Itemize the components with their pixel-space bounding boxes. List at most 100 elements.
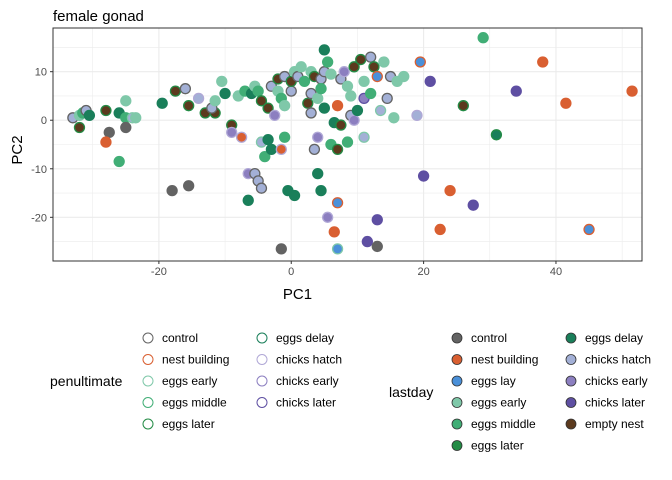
chart-title: female gonad: [53, 8, 144, 25]
legend-title: lastday: [389, 384, 433, 400]
data-point: [358, 75, 370, 88]
data-point: [166, 184, 178, 197]
data-point: [179, 83, 192, 95]
legend-key: [451, 440, 463, 451]
data-point: [358, 131, 370, 143]
data-point: [467, 199, 479, 211]
data-point: [381, 92, 393, 105]
y-tick-label: -10: [31, 164, 47, 176]
legend-label: eggs later: [162, 417, 215, 431]
data-point: [365, 87, 377, 100]
data-point: [411, 109, 423, 122]
data-point: [285, 85, 297, 97]
data-point: [100, 136, 112, 148]
x-tick-label: 40: [550, 266, 562, 278]
legend-title: penultimate: [50, 373, 123, 389]
x-tick-label: 0: [288, 266, 294, 278]
legend-key: [565, 332, 577, 344]
legend-label: chicks later: [276, 396, 336, 410]
legend-label: nest building: [162, 353, 229, 367]
legend-key: [142, 375, 154, 387]
data-point: [265, 143, 278, 156]
data-point: [537, 56, 549, 68]
data-point: [321, 211, 334, 223]
data-point: [242, 194, 254, 206]
data-point: [626, 85, 638, 97]
data-point: [308, 143, 321, 156]
legend-label: chicks later: [585, 396, 645, 410]
data-point: [477, 32, 489, 44]
data-point: [331, 143, 344, 156]
data-point: [321, 56, 334, 68]
data-point: [252, 85, 264, 97]
data-point: [318, 102, 330, 114]
data-point: [328, 226, 340, 238]
data-point: [371, 70, 383, 83]
legend-label: eggs early: [471, 396, 526, 410]
data-point: [73, 121, 86, 134]
data-point: [348, 114, 360, 126]
data-point: [318, 44, 330, 56]
legend-label: control: [471, 331, 507, 345]
legend-label: control: [162, 331, 198, 345]
legend-key: [256, 375, 268, 387]
legend-key: [565, 375, 577, 387]
data-point: [388, 112, 400, 124]
data-point: [355, 53, 367, 66]
legend-key: [565, 418, 577, 430]
data-point: [583, 223, 595, 236]
data-point: [444, 184, 456, 197]
data-point: [434, 223, 446, 236]
data-point: [183, 100, 195, 112]
data-point: [312, 167, 324, 180]
legend-key: [451, 418, 463, 430]
data-point: [262, 133, 274, 146]
legend-key: [451, 375, 463, 387]
data-point: [325, 68, 337, 80]
data-point: [100, 104, 112, 117]
data-point: [226, 126, 238, 139]
data-point: [235, 131, 248, 143]
data-point: [331, 243, 344, 255]
data-point: [312, 131, 324, 143]
legend-lastday: lastday control nest building eggs lay eggs …: [389, 331, 651, 453]
axis-ticks: -20 0 20 40 -20 -10 0 10: [31, 67, 562, 278]
data-point: [278, 131, 291, 143]
data-point: [315, 83, 327, 95]
data-point: [113, 155, 125, 168]
data-point: [331, 100, 344, 112]
x-tick-label: -20: [151, 266, 167, 278]
data-point: [338, 66, 350, 78]
data-point: [269, 109, 281, 122]
legend-key: [142, 354, 154, 365]
data-point: [490, 129, 503, 141]
data-point: [183, 180, 195, 192]
y-tick-label: 0: [41, 115, 47, 127]
data-point: [120, 95, 132, 107]
data-point: [103, 126, 115, 139]
data-point: [275, 243, 287, 255]
data-point: [368, 61, 380, 73]
y-axis-title: PC2: [9, 135, 26, 164]
legend-label: eggs middle: [471, 417, 536, 431]
x-tick-label: 20: [417, 266, 429, 278]
y-tick-label: -20: [31, 212, 47, 224]
legend-label: eggs early: [162, 374, 217, 388]
data-point: [216, 75, 228, 88]
data-point: [417, 170, 430, 182]
data-points: [67, 32, 638, 255]
data-point: [209, 95, 221, 107]
legend-key: [142, 397, 154, 408]
legend-key: [451, 397, 463, 408]
legend-label: chicks early: [276, 374, 339, 388]
legend-penultimate: penultimate control nest building eggs earl…: [50, 331, 342, 431]
data-point: [192, 92, 205, 105]
data-point: [345, 90, 357, 102]
data-point: [414, 56, 426, 68]
legend-key: [451, 332, 463, 344]
legend-key: [256, 354, 268, 365]
data-point: [278, 100, 291, 112]
legend-label: eggs lay: [471, 374, 516, 388]
data-point: [305, 107, 317, 119]
legend-key: [565, 354, 577, 365]
